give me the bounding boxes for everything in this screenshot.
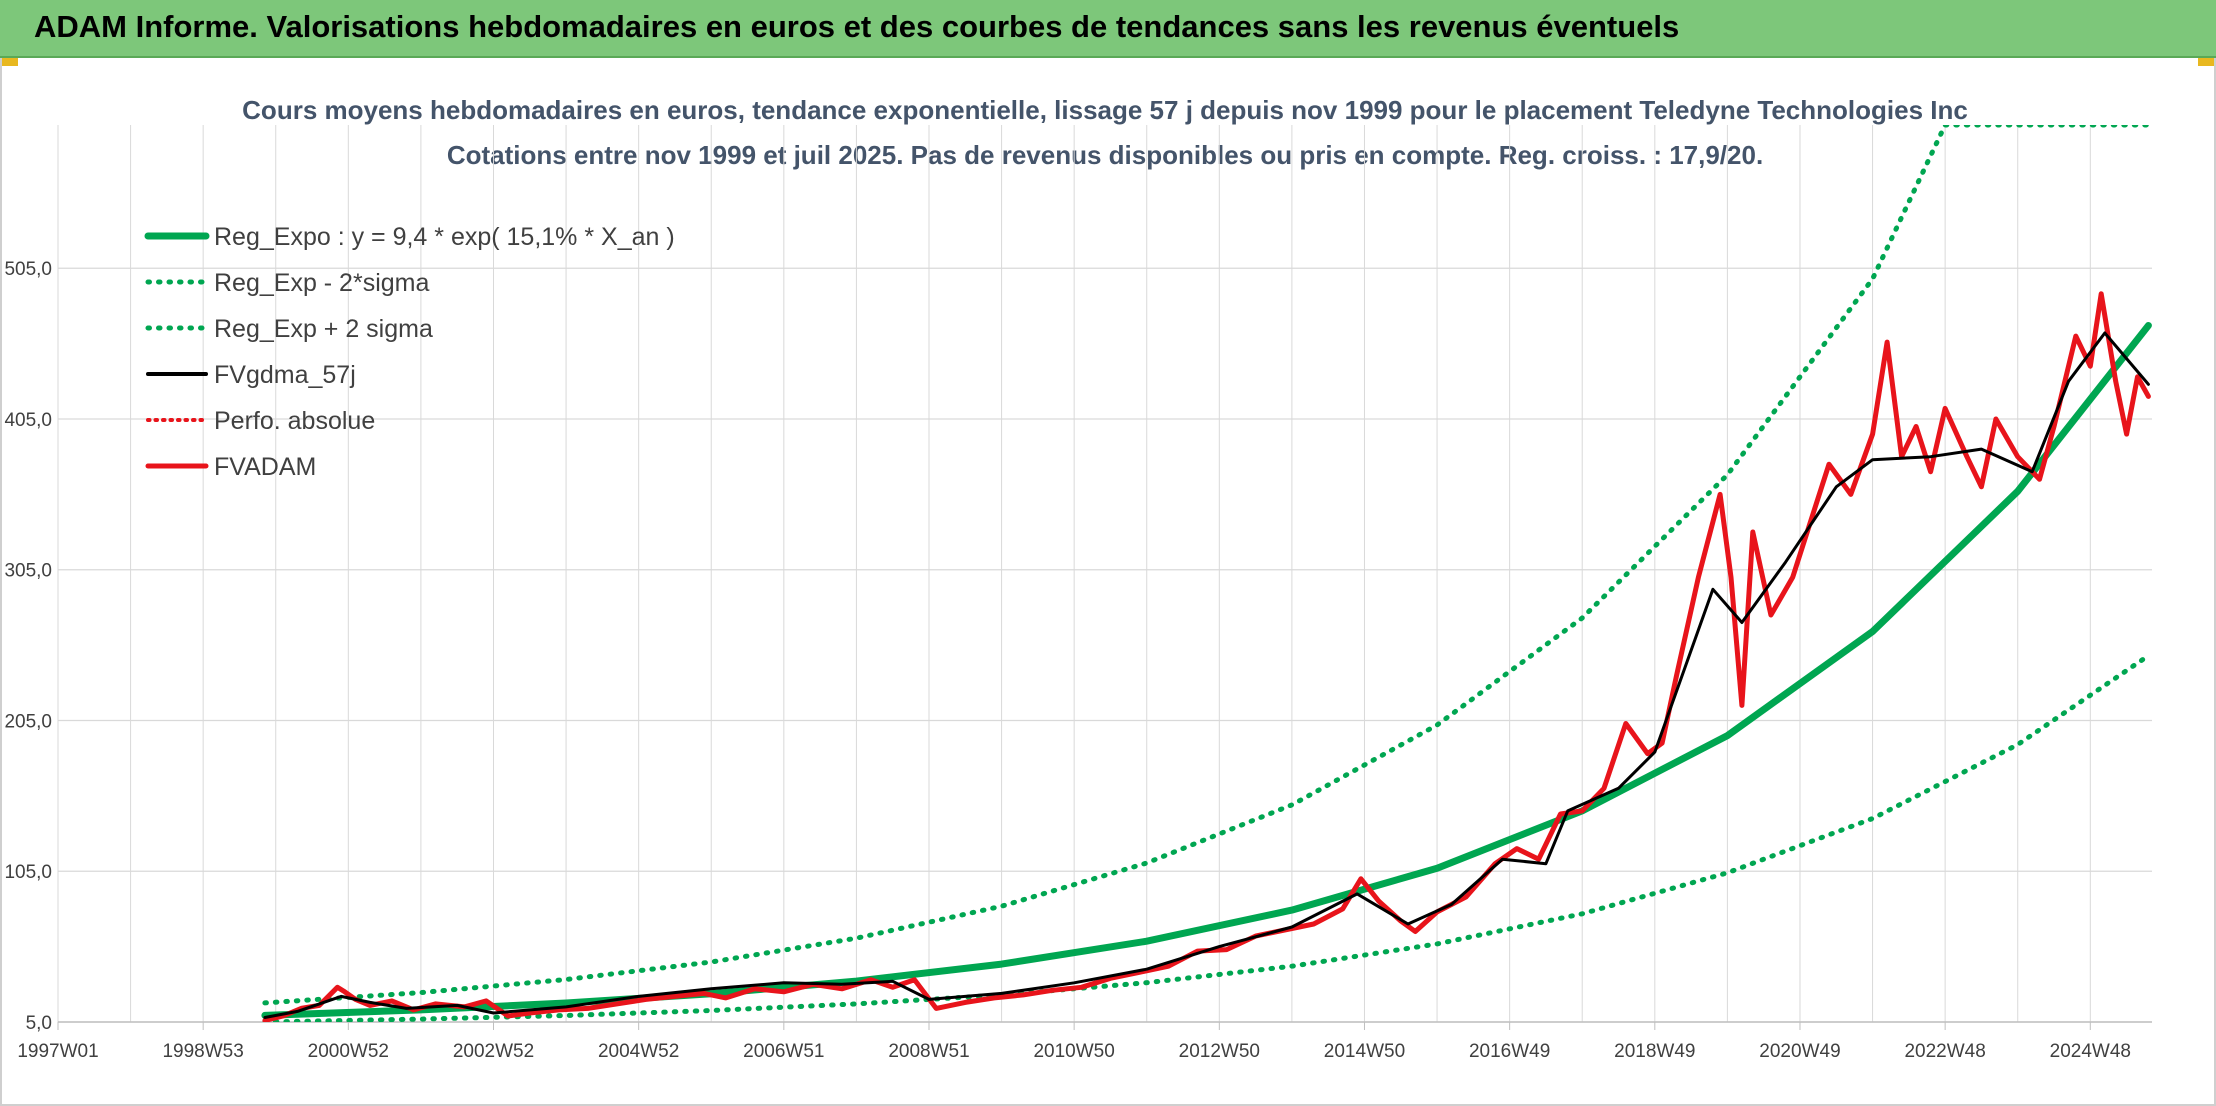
x-tick-label: 2002W52 — [453, 1041, 534, 1062]
series-line-fvg — [263, 331, 2150, 1019]
report-banner: ADAM Informe. Valorisations hebdomadaire… — [0, 0, 2216, 58]
x-tick-label: 2014W50 — [1324, 1041, 1405, 1062]
y-tick-label: 305,0 — [4, 561, 52, 582]
legend-label-reglow: Reg_Exp - 2*sigma — [214, 269, 429, 297]
chart-series — [261, 125, 2152, 1022]
x-tick-label: 1998W53 — [162, 1041, 243, 1062]
y-tick-label: 5,0 — [26, 1013, 52, 1034]
x-tick-label: 1997W01 — [17, 1041, 98, 1062]
chart-title: Cours moyens hebdomadaires en euros, ten… — [242, 95, 1968, 125]
x-tick-label: 2016W49 — [1469, 1041, 1550, 1062]
chart-frame — [0, 58, 2216, 1106]
x-tick-label: 2004W52 — [598, 1041, 679, 1062]
chart-legend: Reg_Expo : y = 9,4 * exp( 15,1% * X_an )… — [144, 223, 675, 481]
series-line-reg — [261, 322, 2152, 1019]
y-tick-label: 405,0 — [4, 410, 52, 431]
x-tick-label: 2012W50 — [1179, 1041, 1260, 1062]
chart-axes: 5,0 105,0 205,0 305,0 405,0 505,0 1997W01 1998W… — [4, 259, 2152, 1062]
y-tick-label: 205,0 — [4, 711, 52, 732]
legend-label-fvadam: FVADAM — [214, 453, 316, 481]
report-title: ADAM Informe. Valorisations hebdomadaire… — [34, 9, 1680, 44]
y-tick-label: 505,0 — [4, 259, 52, 280]
x-tick-label: 2010W50 — [1033, 1041, 1114, 1062]
x-tick-label: 2024W48 — [2050, 1041, 2131, 1062]
x-tick-label: 2018W49 — [1614, 1041, 1695, 1062]
grid-lines — [57, 125, 2152, 1023]
corner-mark-left — [0, 58, 18, 66]
corner-mark-right — [2198, 58, 2216, 66]
x-tick-label: 2022W48 — [1904, 1041, 1985, 1062]
legend-label-perfo: Perfo. absolue — [214, 407, 375, 435]
legend-label-fvg: FVgdma_57j — [214, 361, 356, 389]
series-line-fvadam — [262, 291, 2151, 1022]
y-tick-label: 105,0 — [4, 862, 52, 883]
chart-subtitle: Cotations entre nov 1999 et juil 2025. P… — [447, 140, 1763, 170]
legend-label-reg: Reg_Expo : y = 9,4 * exp( 15,1% * X_an ) — [214, 223, 675, 251]
x-tick-label: 2006W51 — [743, 1041, 824, 1062]
x-tick-label: 2020W49 — [1759, 1041, 1840, 1062]
x-tick-label: 2000W52 — [308, 1041, 389, 1062]
x-tick-label: 2008W51 — [888, 1041, 969, 1062]
legend-label-reghigh: Reg_Exp + 2 sigma — [214, 315, 433, 343]
series-line-reglow — [262, 653, 2151, 1022]
series-line-reghigh — [262, 125, 2151, 1006]
